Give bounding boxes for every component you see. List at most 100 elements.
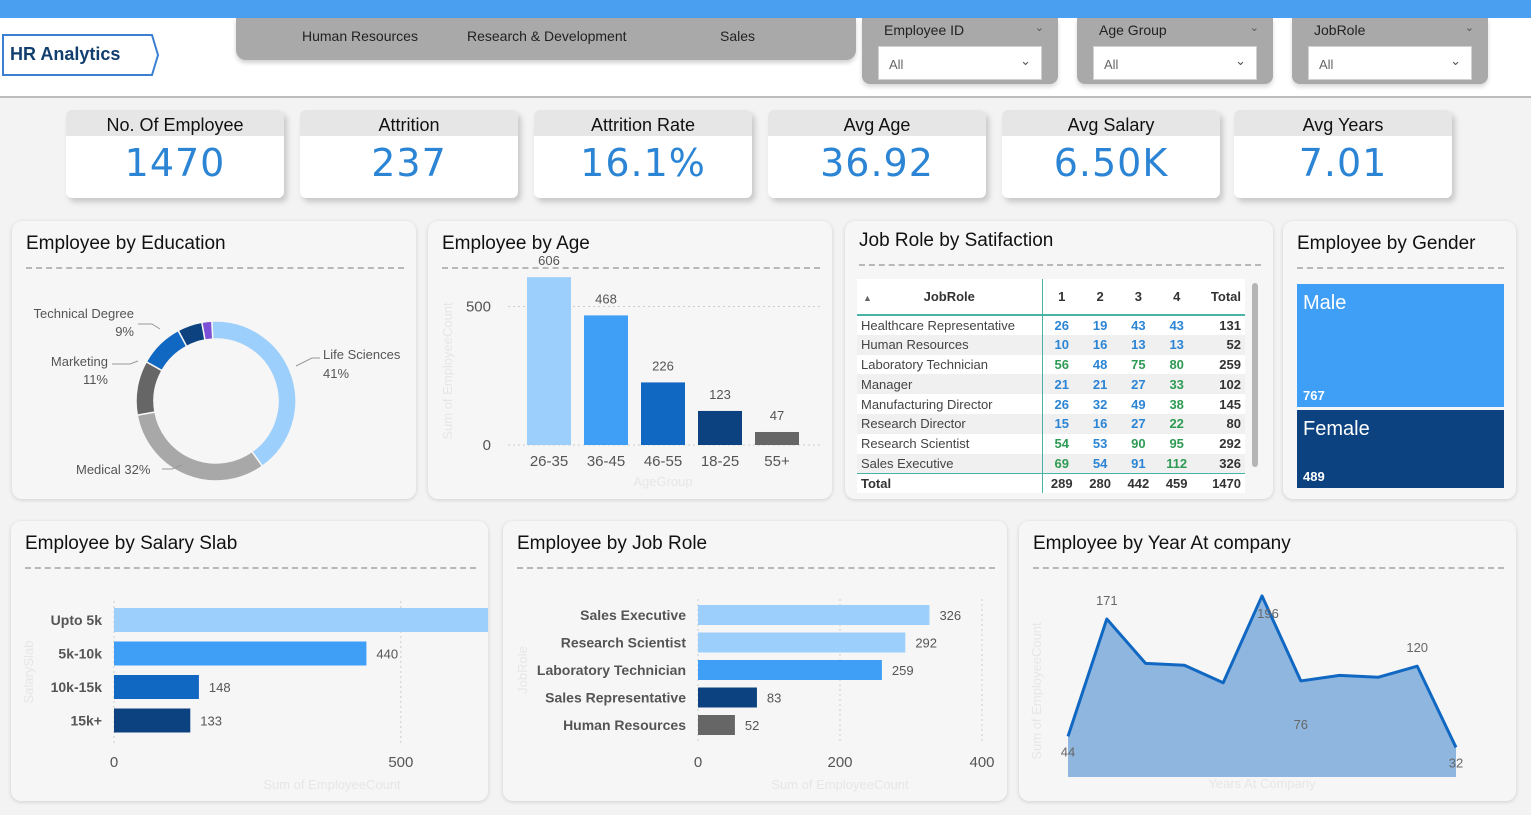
cell-total: 102 (1195, 374, 1245, 395)
kpi-avg-years: Avg Years 7.01 (1234, 110, 1452, 198)
column-header[interactable]: 3 (1134, 289, 1142, 304)
dept-human-resources[interactable]: Human Resources (302, 28, 418, 44)
chevron-down-icon[interactable]: ⌄ (1034, 22, 1044, 34)
chart-title: Job Role by Satifaction (859, 230, 1054, 251)
cell: 54 (1080, 453, 1120, 474)
scrollbar[interactable] (1252, 283, 1258, 467)
table-row[interactable]: Sales Executive 69 54 91 112 326 (857, 453, 1245, 474)
table-row[interactable]: Laboratory Technician 56 48 75 80 259 (857, 354, 1245, 375)
kpi-avg-age: Avg Age 36.92 (768, 110, 986, 198)
bar (698, 632, 906, 653)
bar (114, 608, 488, 632)
x-tick-label: 200 (827, 754, 852, 771)
x-axis-title: Sum of EmployeeCount (263, 777, 401, 792)
slice-label: Marketing (51, 354, 108, 369)
gender-value: 489 (1303, 469, 1325, 484)
chevron-down-icon[interactable]: ⌄ (1464, 22, 1474, 34)
x-axis-title: AgeGroup (633, 474, 692, 489)
sort-ascending-icon[interactable]: ▲ (863, 293, 872, 303)
cell: 54 (1054, 436, 1069, 452)
salary-bar-chart: 0500749Upto 5k4405k-10k14810k-15k13315k+… (21, 601, 488, 792)
app-title: HR Analytics (10, 44, 121, 64)
slicer-value: All (1104, 57, 1119, 72)
slicer-label: JobRole (1314, 22, 1366, 38)
table-row[interactable]: Research Scientist 54 53 90 95 292 (857, 433, 1245, 454)
cell: 49 (1131, 396, 1146, 412)
x-tick-label: 0 (694, 754, 702, 771)
leader-line (112, 360, 139, 365)
y-axis-title: JobRole (515, 646, 530, 694)
dept-sales[interactable]: Sales (720, 28, 756, 44)
gender-female-tile[interactable]: Female 489 (1297, 410, 1504, 488)
x-tick-label: 18-25 (701, 453, 739, 470)
bar (114, 675, 199, 699)
cell: 43 (1169, 317, 1184, 333)
kpi-title: Avg Age (768, 110, 986, 136)
data-label: 292 (915, 636, 937, 651)
education-card: Employee by Education Life Sciences 41% Me… (12, 221, 416, 499)
gender-male-tile[interactable]: Male 767 (1297, 284, 1504, 407)
divider (25, 567, 476, 569)
age-card: Employee by Age 0 500 Sum of EmployeeCount… (428, 221, 832, 499)
x-tick-label: 500 (388, 754, 413, 771)
column-header[interactable]: 2 (1096, 289, 1104, 304)
jobrole-dropdown[interactable]: All ⌄ (1308, 46, 1472, 80)
table-row[interactable]: Manager 21 21 27 33 102 (857, 374, 1245, 395)
bar (114, 641, 367, 666)
divider (859, 264, 1261, 266)
x-tick-label: 0 (110, 754, 118, 771)
total-cell: Total (857, 473, 1043, 493)
donut-slice (135, 360, 164, 417)
slice-label: Technical Degree (34, 306, 134, 321)
slice-label: Life Sciences (323, 347, 401, 362)
data-label: 123 (709, 387, 731, 402)
cell: 27 (1119, 374, 1158, 395)
chevron-down-icon: ⌄ (1450, 53, 1461, 68)
x-axis-title: Years At Company (1208, 776, 1316, 791)
cell-total: 145 (1219, 396, 1241, 412)
bar (641, 382, 685, 445)
cell: 21 (1042, 374, 1081, 395)
chart-title: Employee by Age (442, 233, 590, 254)
table-total-row: Total 289 280 442 459 1470 (857, 473, 1245, 493)
age-group-dropdown[interactable]: All ⌄ (1093, 46, 1257, 80)
data-label: 606 (538, 253, 560, 268)
chevron-down-icon[interactable]: ⌄ (1249, 22, 1259, 34)
column-header[interactable]: 1 (1058, 289, 1066, 304)
age-bar-chart: 0 500 Sum of EmployeeCount AgeGroup 606 26-35… (440, 253, 823, 489)
data-label: 47 (770, 408, 784, 423)
bar (584, 315, 628, 445)
cell: 69 (1042, 453, 1081, 474)
slice-label: 9% (115, 324, 134, 339)
kpi-attrition: Attrition 237 (300, 110, 518, 198)
table-row[interactable]: Research Director 15 16 27 22 80 (857, 413, 1245, 434)
x-tick-label: 26-35 (530, 453, 568, 470)
employee-id-slicer: Employee ID ⌄ All ⌄ (862, 18, 1058, 84)
y-tick-label: Laboratory Technician (537, 662, 686, 678)
data-label: 44 (1061, 744, 1075, 759)
cell: 21 (1080, 374, 1120, 395)
column-header[interactable]: 4 (1173, 289, 1181, 304)
table-row[interactable]: Manufacturing Director 26 32 49 38 145 (857, 394, 1245, 414)
bar (698, 410, 742, 445)
total-cell: 442 (1127, 476, 1150, 492)
bar (698, 660, 882, 680)
total-cell: 280 (1089, 476, 1111, 492)
chart-title: Employee by Job Role (517, 533, 708, 554)
cell-total: 80 (1195, 413, 1245, 434)
data-label: 120 (1406, 640, 1428, 655)
table-row[interactable]: Human Resources 10 16 13 13 52 (857, 334, 1245, 355)
dept-research-development[interactable]: Research & Development (467, 28, 627, 44)
bar (698, 715, 735, 735)
table-row[interactable]: Healthcare Representative 26 19 43 43 131 (857, 315, 1245, 335)
data-label: 133 (200, 714, 222, 729)
cell: 38 (1169, 396, 1184, 412)
kpi-title: Attrition (300, 110, 518, 136)
bar (698, 605, 930, 625)
column-header[interactable]: JobRole (857, 279, 1043, 315)
employee-id-dropdown[interactable]: All ⌄ (878, 46, 1042, 80)
chart-title: Employee by Salary Slab (25, 533, 238, 554)
y-tick-label: Sales Executive (580, 607, 686, 623)
cell: 80 (1169, 356, 1184, 372)
column-header[interactable]: Total (1210, 289, 1241, 304)
